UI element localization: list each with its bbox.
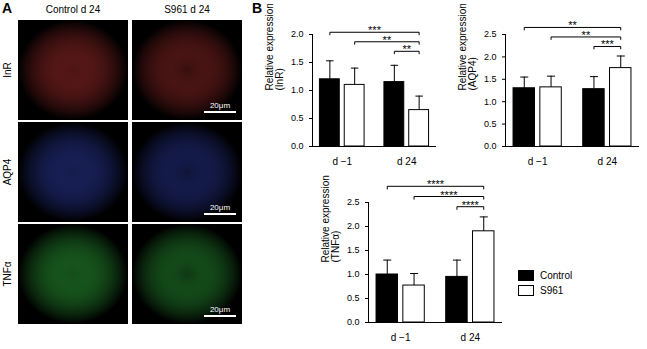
- svg-text:**: **: [582, 29, 591, 41]
- svg-text:2.0: 2.0: [291, 29, 304, 39]
- svg-text:2.0: 2.0: [347, 221, 360, 231]
- svg-text:1.0: 1.0: [291, 85, 304, 95]
- svg-text:1.0: 1.0: [347, 269, 360, 279]
- svg-text:d −1: d −1: [391, 332, 411, 343]
- svg-text:Relative expression(AQP4): Relative expression(AQP4): [457, 4, 478, 91]
- svg-text:0.0: 0.0: [291, 141, 304, 151]
- html-text:S961: S961: [540, 285, 564, 296]
- svg-text:d 24: d 24: [397, 156, 417, 167]
- svg-text:**: **: [383, 34, 392, 46]
- svg-text:S961 d 24: S961 d 24: [164, 4, 210, 15]
- svg-text:Relative expression(InR): Relative expression(InR): [264, 4, 285, 91]
- svg-text:Relative expression(TNFα): Relative expression(TNFα): [320, 175, 341, 262]
- svg-text:A: A: [2, 0, 12, 16]
- svg-text:1.5: 1.5: [347, 245, 360, 255]
- svg-text:20μm: 20μm: [210, 305, 231, 314]
- svg-text:Control d 24: Control d 24: [46, 4, 101, 15]
- svg-text:0.5: 0.5: [291, 113, 304, 123]
- svg-text:20μm: 20μm: [210, 101, 231, 110]
- svg-text:1.0: 1.0: [484, 97, 497, 107]
- svg-text:d 24: d 24: [598, 156, 618, 167]
- svg-text:d −1: d −1: [528, 156, 548, 167]
- svg-text:2.5: 2.5: [347, 197, 360, 207]
- svg-text:2.0: 2.0: [484, 52, 497, 62]
- svg-text:****: ****: [440, 189, 458, 201]
- html-text:B: B: [252, 0, 263, 16]
- svg-text:2.5: 2.5: [484, 29, 497, 39]
- html-text:Control: Control: [540, 270, 573, 281]
- svg-text:**: **: [402, 43, 411, 55]
- svg-text:0.5: 0.5: [484, 119, 497, 129]
- svg-text:d −1: d −1: [332, 156, 352, 167]
- svg-text:0.0: 0.0: [347, 317, 360, 327]
- svg-text:1.5: 1.5: [484, 74, 497, 84]
- svg-text:1.5: 1.5: [291, 57, 304, 67]
- svg-text:20μm: 20μm: [210, 203, 231, 212]
- svg-text:0.0: 0.0: [484, 141, 497, 151]
- svg-text:***: ***: [601, 38, 615, 50]
- svg-text:TNFα: TNFα: [2, 261, 13, 286]
- svg-text:AQP4: AQP4: [2, 158, 13, 185]
- svg-text:d 24: d 24: [461, 332, 481, 343]
- svg-text:***: ***: [368, 24, 382, 36]
- svg-text:InR: InR: [2, 62, 13, 78]
- svg-text:****: ****: [462, 199, 480, 211]
- svg-text:**: **: [568, 19, 577, 31]
- svg-text:0.5: 0.5: [347, 293, 360, 303]
